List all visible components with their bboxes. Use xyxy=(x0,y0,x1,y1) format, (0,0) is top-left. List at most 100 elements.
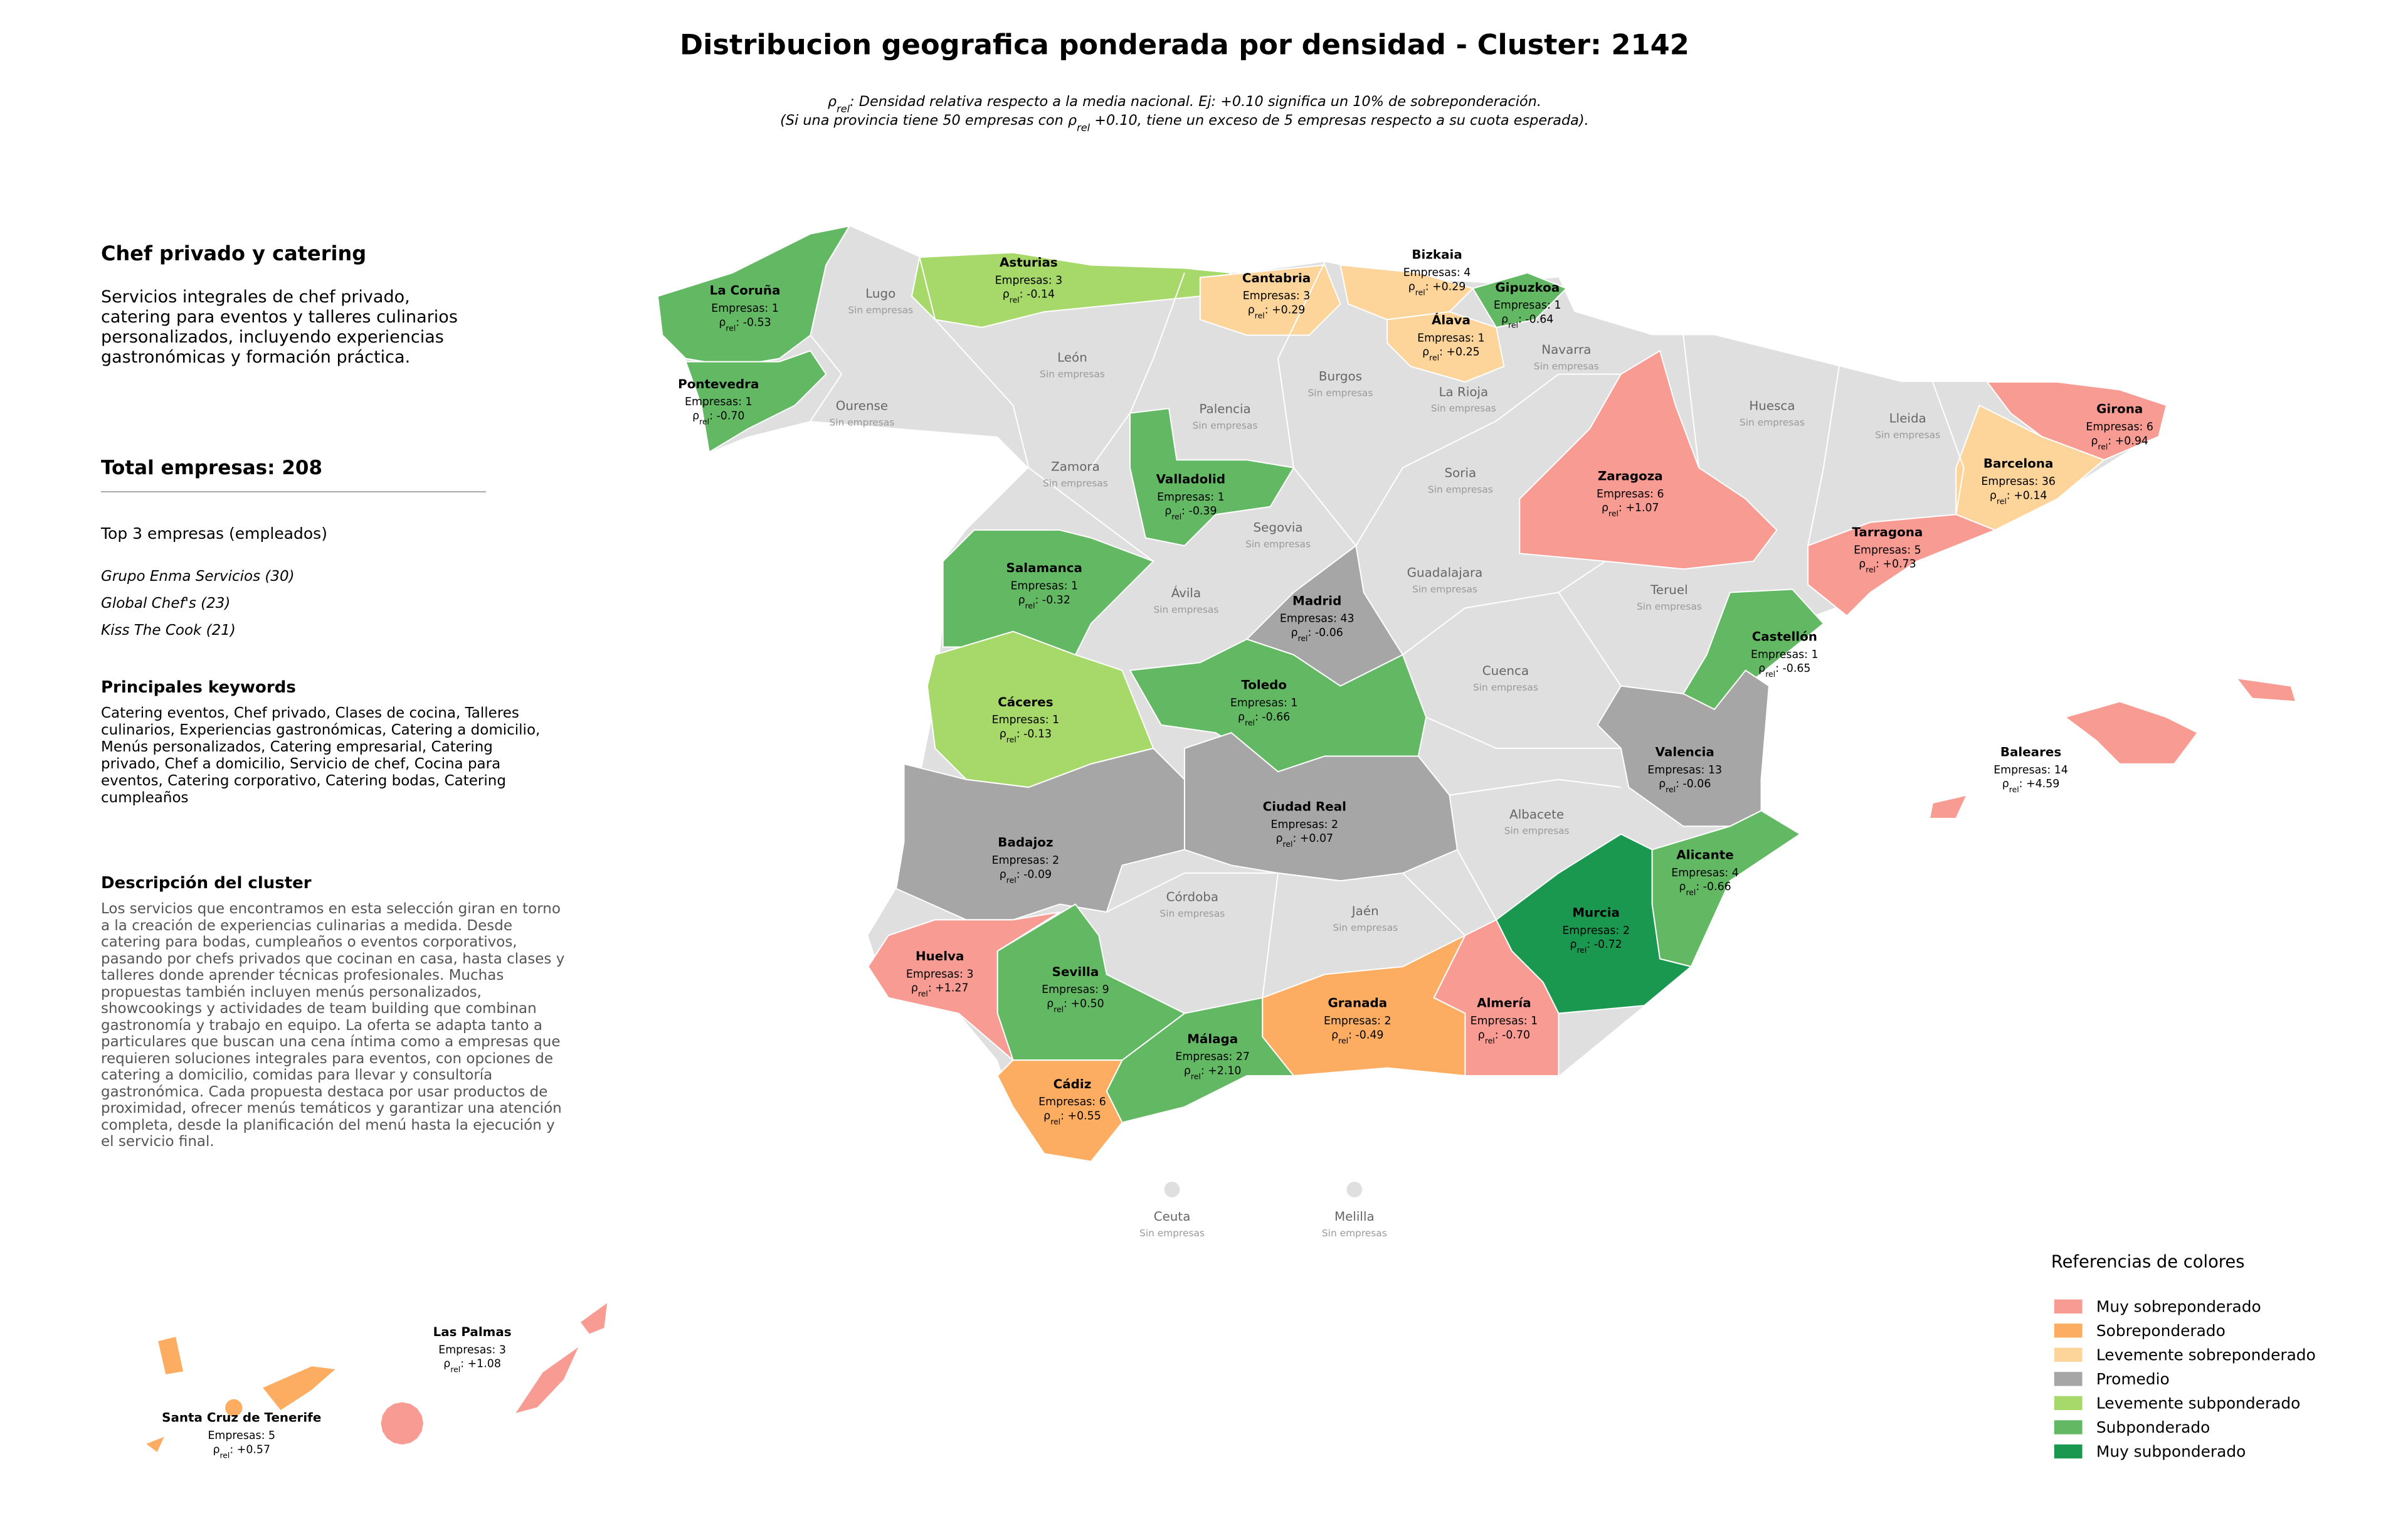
company-label: Empresas: xyxy=(1324,1015,1381,1027)
divider xyxy=(101,491,486,492)
rho-suffix: : xyxy=(460,1358,464,1371)
rho-symbol: ρ xyxy=(1003,289,1010,301)
rho-suffix: : xyxy=(1587,938,1590,951)
subtitle: ρrel: Densidad relativa respecto a la me… xyxy=(828,93,1541,115)
province-name: Málaga xyxy=(1187,1032,1238,1046)
rho: ρrel: +1.08 xyxy=(443,1358,501,1374)
rho-sub: rel xyxy=(219,1450,230,1460)
province-name: Soria xyxy=(1445,466,1477,480)
province-name: Salamanca xyxy=(1006,561,1082,575)
rho-sub: rel xyxy=(1191,1071,1201,1081)
company-count: Empresas: 1 xyxy=(1230,697,1298,709)
company-value: 6 xyxy=(1657,488,1664,501)
no-data: Sin empresas xyxy=(830,417,895,428)
no-data: Sin empresas xyxy=(1412,583,1477,595)
rho-suffix: : xyxy=(1348,1029,1352,1041)
company-count: Empresas: 1 xyxy=(1417,332,1485,344)
rho-sub: rel xyxy=(1006,735,1017,744)
rho: ρrel: +0.07 xyxy=(1276,832,1334,849)
rho-value: +0.25 xyxy=(1446,346,1479,359)
rho: ρrel: +0.57 xyxy=(213,1443,270,1460)
company-count: Empresas: 2 xyxy=(992,854,1060,867)
rho-suffix: : xyxy=(1696,881,1699,893)
company-label: Empresas: xyxy=(1403,267,1460,279)
rho-value: +1.27 xyxy=(935,982,968,995)
rho-suffix: : xyxy=(1775,662,1779,675)
rho: ρrel: +0.14 xyxy=(1990,489,2047,506)
total: Total empresas: 208 xyxy=(101,457,322,479)
cluster-heading: Descripción del cluster xyxy=(101,874,312,893)
rho-value: -0.64 xyxy=(1525,313,1553,326)
province xyxy=(512,1344,582,1415)
rho-value: +1.07 xyxy=(1625,502,1659,514)
province xyxy=(2235,677,2297,703)
company-count: Empresas: 14 xyxy=(1993,764,2068,777)
rho-suffix: : xyxy=(1676,778,1679,790)
rho-suffix: : xyxy=(1060,1110,1064,1123)
province xyxy=(867,911,1060,1063)
province-name: Melilla xyxy=(1334,1209,1375,1224)
rho-sub: rel xyxy=(1866,565,1876,574)
rho-suffix: : xyxy=(1017,728,1020,741)
provinces xyxy=(144,225,2297,1454)
province-name: Badajoz xyxy=(998,836,1053,850)
company-value: 43 xyxy=(1340,613,1354,625)
rho-symbol: ρ xyxy=(911,982,918,995)
rho-value: +0.50 xyxy=(1070,998,1104,1011)
no-data: Sin empresas xyxy=(1153,604,1218,615)
province-name: Lugo xyxy=(865,287,895,301)
rho-sub: rel xyxy=(1283,839,1293,849)
province-name: Alicante xyxy=(1676,847,1733,862)
rho-symbol: ρ xyxy=(1422,346,1429,359)
province xyxy=(895,747,1185,921)
company-count: Empresas: 1 xyxy=(1157,491,1225,504)
company-label: Empresas: xyxy=(1175,1051,1232,1063)
subtitle-text: : Densidad relativa respecto a la media … xyxy=(850,93,1541,110)
rho-suffix: : xyxy=(1181,505,1185,517)
rho-symbol: ρ xyxy=(1859,558,1866,571)
company-count: Empresas: 1 xyxy=(1010,580,1078,593)
company-value: 2 xyxy=(1331,819,1338,831)
rho-sub: rel xyxy=(1508,320,1518,329)
company-count: Empresas: 36 xyxy=(1981,475,2056,488)
company-count: Empresas: 6 xyxy=(2086,421,2153,433)
province xyxy=(1472,272,1568,329)
rho: ρrel: -0.13 xyxy=(1000,728,1052,745)
province xyxy=(260,1365,339,1412)
province-name: Huesca xyxy=(1749,399,1795,413)
rho: ρrel: -0.72 xyxy=(1570,938,1622,955)
rho: ρrel: -0.14 xyxy=(1003,289,1055,305)
company-value: 6 xyxy=(1099,1096,1106,1108)
company-value: 3 xyxy=(1055,274,1062,287)
rho-sub: rel xyxy=(699,416,709,426)
subscript: rel xyxy=(1077,121,1090,133)
province-name: Burgos xyxy=(1319,369,1362,383)
rho-value: -0.70 xyxy=(716,410,744,423)
rho-suffix: : xyxy=(1292,832,1296,845)
province xyxy=(223,1398,244,1418)
no-data: Sin empresas xyxy=(1428,484,1493,495)
rho-value: -0.09 xyxy=(1023,868,1052,881)
rho-symbol: ρ xyxy=(1570,938,1576,951)
company-label: Empresas: xyxy=(438,1344,495,1356)
rho-sub: rel xyxy=(1415,287,1425,297)
rho-symbol: ρ xyxy=(1000,868,1006,881)
rho-symbol: ρ xyxy=(1408,280,1415,293)
rho: ρrel: +4.59 xyxy=(2002,778,2060,794)
company-value: 1 xyxy=(1218,491,1225,504)
legend-swatch xyxy=(2054,1324,2083,1338)
company-label: Empresas: xyxy=(1597,488,1654,501)
province-borders xyxy=(810,225,1965,998)
legend-label: Subponderado xyxy=(2096,1418,2210,1436)
province-name: León xyxy=(1057,351,1087,365)
rho-sub: rel xyxy=(1686,888,1696,897)
province xyxy=(1129,408,1295,546)
rho: ρrel: -0.09 xyxy=(1000,868,1052,884)
province xyxy=(2064,701,2199,765)
top-list: Grupo Enma Servicios (30) Global Chef's … xyxy=(101,563,295,644)
rho: ρrel: +0.29 xyxy=(1408,280,1466,297)
company-value: 27 xyxy=(1236,1051,1250,1063)
rho-symbol: ρ xyxy=(1990,489,1997,502)
rho-symbol: ρ xyxy=(1164,505,1171,517)
no-data: Sin empresas xyxy=(1308,387,1373,398)
